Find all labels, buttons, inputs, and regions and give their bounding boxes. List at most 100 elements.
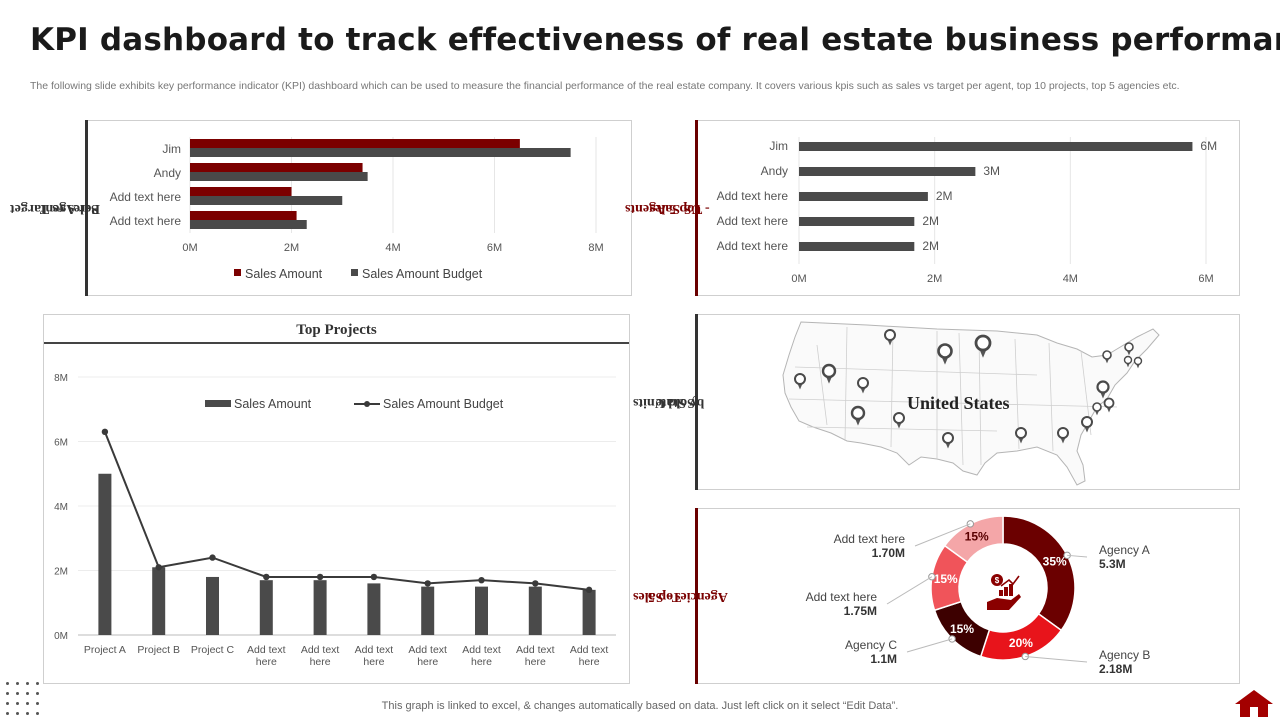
bar-chart-icon xyxy=(1004,587,1008,596)
category-label: Jim xyxy=(162,142,181,156)
legend-swatch xyxy=(234,269,241,276)
bar-data-label: 2M xyxy=(922,239,939,253)
bar-sales xyxy=(190,211,297,220)
home-icon[interactable] xyxy=(1233,688,1275,718)
x-tick-label: Add text xyxy=(570,644,609,656)
agent-bar xyxy=(799,167,976,176)
x-tick-label: 8M xyxy=(588,242,603,254)
budget-point xyxy=(585,586,593,594)
category-label: Add text here xyxy=(717,189,789,203)
agency-amount: 2.18M xyxy=(1099,662,1132,676)
trend-arrow-icon xyxy=(1000,575,1020,587)
location-pin-icon xyxy=(1102,350,1112,360)
category-label: Add text here xyxy=(717,214,789,228)
project-bar xyxy=(367,583,381,635)
agency-name: Add text here xyxy=(834,532,906,546)
x-tick-label: 6M xyxy=(487,242,502,254)
decorative-dot-grid xyxy=(6,682,42,718)
slice-percent-label: 35% xyxy=(1043,555,1067,569)
location-pin-icon xyxy=(821,363,837,379)
decorative-dot xyxy=(36,712,39,715)
x-tick-label: 6M xyxy=(1198,273,1213,285)
project-bar xyxy=(528,586,542,635)
location-pin-icon xyxy=(974,334,992,352)
agent-bar xyxy=(799,217,915,226)
x-tick-label: 2M xyxy=(927,273,942,285)
dollar-icon: $ xyxy=(995,576,1000,585)
location-pin-icon xyxy=(850,405,866,421)
agency-amount: 1.1M xyxy=(870,652,897,666)
legend-marker xyxy=(364,401,370,407)
panel-accent-bar xyxy=(695,120,698,296)
x-tick-label: 0M xyxy=(791,273,806,285)
budget-point xyxy=(532,580,539,587)
bar-budget xyxy=(190,172,368,181)
page-subtitle: The following slide exhibits key perform… xyxy=(30,80,1180,92)
project-bar xyxy=(98,473,112,635)
category-label: Add text here xyxy=(717,239,789,253)
x-tick-label: Project A xyxy=(84,644,126,656)
location-pin-icon xyxy=(1124,342,1134,352)
agency-name: Agency B xyxy=(1099,648,1150,662)
location-pin-icon xyxy=(893,412,905,424)
panel-accent-bar xyxy=(85,120,88,296)
panel-accent-bar xyxy=(695,508,698,684)
location-pin-icon xyxy=(1092,402,1102,412)
top-agents-chart: 0M 2M 4M 6M Jim 6M Andy 3M Add text here 2M Add te… xyxy=(717,137,1217,285)
category-label: Jim xyxy=(769,139,788,153)
decorative-dot xyxy=(16,702,19,705)
decorative-dot xyxy=(26,702,29,705)
project-bar xyxy=(206,576,219,635)
decorative-dot xyxy=(6,712,9,715)
agency-amount: 5.3M xyxy=(1099,557,1126,571)
project-bar xyxy=(152,567,166,635)
sold-units-label: Sold Units by State xyxy=(633,395,705,410)
y-tick-label: 2M xyxy=(54,567,68,578)
state-border xyxy=(844,326,848,442)
budget-line xyxy=(103,431,590,591)
budget-point xyxy=(478,576,485,584)
decorative-dot xyxy=(36,702,39,705)
x-tick-label: 2M xyxy=(284,242,299,254)
decorative-dot xyxy=(26,712,29,715)
decorative-dot xyxy=(6,682,9,685)
bar-sales xyxy=(190,139,520,148)
top-agencies-label: Top 5 Agencies - Sales xyxy=(632,589,728,604)
location-pin-icon xyxy=(1081,416,1093,428)
y-tick-label: 6M xyxy=(54,438,68,449)
top-projects-panel: Top Projects 0M 2M 4M 6M 8M Project A Project … xyxy=(43,314,630,684)
us-map xyxy=(782,321,1160,486)
x-tick-label: Add text xyxy=(301,644,340,656)
top-agencies-donut-chart: 35% 20% 15% 15% 15% $ Agency A5.3M Agency B2.18… xyxy=(806,515,1150,676)
state-border xyxy=(788,398,1118,408)
money-bag-icon xyxy=(991,574,1003,586)
agency-name: Agency A xyxy=(1099,543,1150,557)
agency-name: Agency C xyxy=(845,638,897,652)
budget-point xyxy=(263,573,270,581)
category-label: Add text here xyxy=(110,214,182,228)
location-pin-icon xyxy=(937,343,953,359)
top-agents-panel: 0M 2M 4M 6M Jim 6M Andy 3M Add text here 2M Add te… xyxy=(695,120,1240,296)
x-tick-label: 4M xyxy=(385,242,400,254)
bar-budget xyxy=(190,220,307,229)
callout-line xyxy=(914,523,971,547)
bar-data-label: 2M xyxy=(922,214,939,228)
location-pin-icon xyxy=(884,329,896,341)
x-tick-label: here xyxy=(579,656,600,668)
x-tick-label: Add text xyxy=(516,644,555,656)
y-tick-label: 8M xyxy=(54,373,68,384)
legend-swatch xyxy=(205,400,231,407)
location-pin-icon xyxy=(1123,355,1133,365)
project-bar xyxy=(421,586,435,635)
project-bar xyxy=(582,589,596,635)
budget-point xyxy=(370,573,378,581)
state-border xyxy=(890,328,894,448)
x-tick-label: here xyxy=(256,656,277,668)
location-pin-icon xyxy=(1133,356,1143,366)
agent-bar xyxy=(799,242,915,251)
x-tick-label: 4M xyxy=(1063,273,1078,285)
footer-note: This graph is linked to excel, & changes… xyxy=(381,700,899,712)
donut-slice xyxy=(1002,515,1076,632)
x-tick-label: Project C xyxy=(191,644,235,656)
page-title: KPI dashboard to track effectiveness of … xyxy=(30,22,1280,58)
